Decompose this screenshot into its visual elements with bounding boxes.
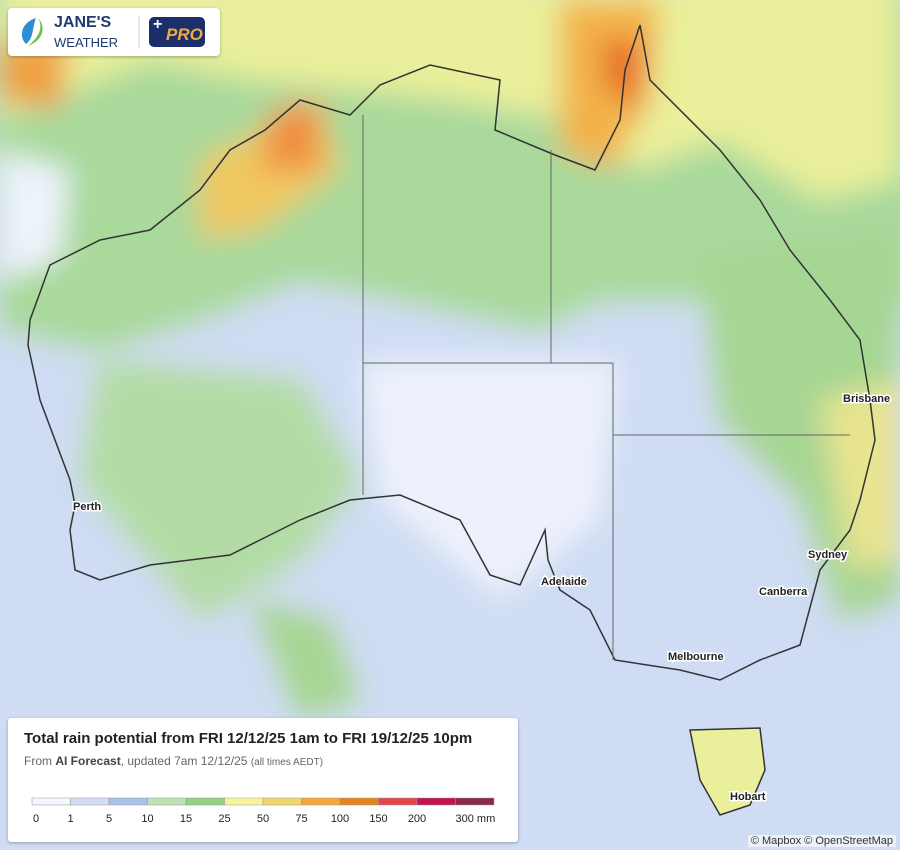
legend-label: 50 xyxy=(257,813,269,825)
legend: Total rain potential from FRI 12/12/25 1… xyxy=(8,718,518,842)
legend-label: 5 xyxy=(106,813,112,825)
legend-label: 75 xyxy=(295,813,307,825)
subtitle-text: From xyxy=(24,754,56,768)
legend-label: 300 mm xyxy=(456,813,496,825)
logo[interactable]: JANE'S WEATHER + PRO xyxy=(8,8,220,56)
rain-field xyxy=(0,0,900,720)
logo-graphic: JANE'S WEATHER + PRO xyxy=(21,14,205,50)
legend-label: 25 xyxy=(218,813,230,825)
coastline xyxy=(27,24,876,681)
legend-label: 0 xyxy=(33,813,39,825)
legend-swatch xyxy=(262,797,302,806)
tasmania xyxy=(689,727,766,816)
legend-swatch xyxy=(224,797,264,806)
legend-scale: 0 1 5 10 15 25 50 75 100 150 200 300 mm xyxy=(31,797,496,825)
state-borders xyxy=(362,115,850,660)
legend-label: 15 xyxy=(180,813,192,825)
attribution[interactable]: © Mapbox © OpenStreetMap xyxy=(747,835,896,847)
legend-subtitle: From AI Forecast, updated 7am 12/12/25 (… xyxy=(24,754,323,768)
legend-label: 1 xyxy=(67,813,73,825)
legend-swatch xyxy=(147,797,187,806)
legend-label: 10 xyxy=(141,813,153,825)
subtitle-source: AI Forecast xyxy=(55,754,121,768)
city-label: Melbourne xyxy=(668,651,724,663)
logo-name: JANE'S xyxy=(54,14,111,31)
city-label: Perth xyxy=(73,501,101,513)
logo-badge: PRO xyxy=(166,25,203,44)
legend-title: Total rain potential from FRI 12/12/25 1… xyxy=(24,730,473,747)
city-label: Adelaide xyxy=(541,576,587,588)
logo-plus: + xyxy=(153,16,162,33)
city-label: Canberra xyxy=(759,586,808,598)
logo-name: WEATHER xyxy=(54,35,118,50)
subtitle-note: (all times AEDT) xyxy=(250,757,324,768)
legend-label: 150 xyxy=(369,813,387,825)
subtitle-text: , updated 7am 12/12/25 xyxy=(120,754,251,768)
legend-swatch xyxy=(108,797,148,806)
legend-swatch xyxy=(70,797,110,806)
legend-swatch xyxy=(185,797,225,806)
legend-label: 100 xyxy=(331,813,349,825)
city-label: Hobart xyxy=(730,791,766,803)
city-label: Sydney xyxy=(808,549,848,561)
legend-swatch xyxy=(339,797,379,806)
legend-label: 200 xyxy=(408,813,426,825)
legend-swatch xyxy=(416,797,456,806)
legend-swatch xyxy=(31,797,71,806)
legend-swatch xyxy=(301,797,341,806)
city-label: Brisbane xyxy=(843,393,890,405)
legend-swatch xyxy=(455,797,495,806)
legend-swatch xyxy=(378,797,418,806)
